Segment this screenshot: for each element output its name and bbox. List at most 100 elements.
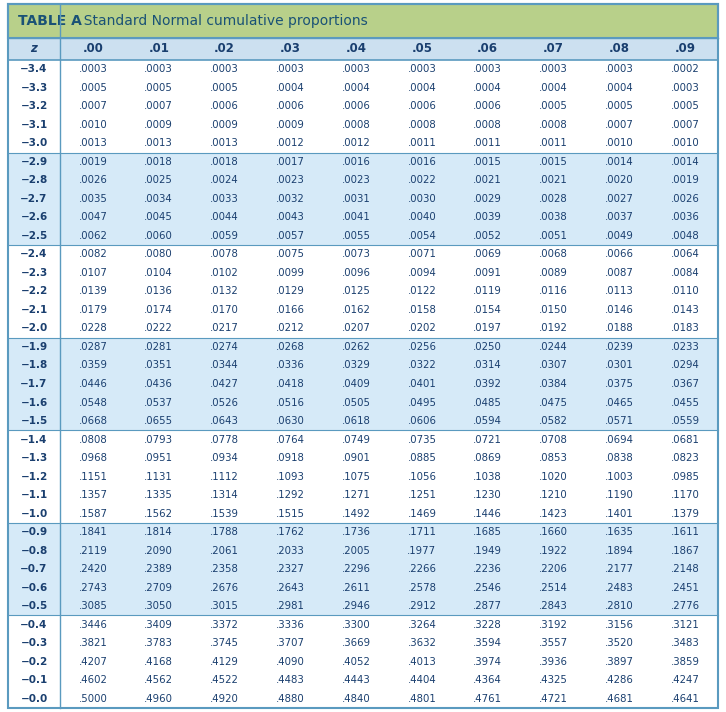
Text: .0007: .0007 [144,101,173,111]
Text: .02: .02 [214,43,235,56]
Text: .1587: .1587 [78,508,107,518]
Text: −0.5: −0.5 [20,601,48,611]
Text: .3483: .3483 [671,638,699,648]
Text: .2578: .2578 [407,582,436,592]
Bar [8,541,718,560]
Text: .0094: .0094 [407,268,436,278]
Text: .2514: .2514 [539,582,568,592]
Text: .0023: .0023 [342,175,370,185]
Text: .0003: .0003 [144,64,173,74]
Text: .0003: .0003 [78,64,107,74]
Bar [8,560,718,578]
Bar [8,412,718,430]
Text: .0485: .0485 [473,397,502,407]
Text: .0968: .0968 [78,453,107,463]
Text: .0047: .0047 [78,212,107,222]
Text: .0594: .0594 [473,416,502,426]
Text: .0793: .0793 [144,434,174,444]
Text: −0.2: −0.2 [20,656,48,666]
Text: .2546: .2546 [473,582,502,592]
Text: .0038: .0038 [539,212,568,222]
Text: .0244: .0244 [539,342,568,352]
Text: .0055: .0055 [342,231,370,241]
Text: .3409: .3409 [144,619,173,629]
Text: .1423: .1423 [539,508,568,518]
Text: .0465: .0465 [605,397,634,407]
Text: −1.9: −1.9 [20,342,48,352]
Text: .0183: .0183 [671,323,699,333]
Text: .3085: .3085 [78,601,107,611]
Text: .0217: .0217 [210,323,239,333]
Text: −1.8: −1.8 [20,360,48,370]
Text: −3.4: −3.4 [20,64,48,74]
Text: .2033: .2033 [276,545,305,555]
Text: .0721: .0721 [473,434,502,444]
Text: .0007: .0007 [78,101,107,111]
Text: .0174: .0174 [144,305,173,315]
Text: .0062: .0062 [78,231,107,241]
Text: .0262: .0262 [342,342,370,352]
Text: .3859: .3859 [671,656,700,666]
Text: .1271: .1271 [342,490,370,500]
Text: .0192: .0192 [539,323,568,333]
Text: .0359: .0359 [78,360,107,370]
Text: .0066: .0066 [605,249,634,259]
Text: −1.7: −1.7 [20,379,48,389]
Text: .0475: .0475 [539,397,568,407]
Text: .0010: .0010 [78,120,107,130]
Text: .0885: .0885 [407,453,436,463]
Text: .0301: .0301 [605,360,634,370]
Text: .0078: .0078 [210,249,239,259]
Text: .0071: .0071 [407,249,436,259]
Text: .0367: .0367 [671,379,700,389]
Text: .0005: .0005 [539,101,568,111]
Text: .1038: .1038 [473,471,502,481]
Text: .0006: .0006 [276,101,305,111]
Text: .0375: .0375 [605,379,634,389]
Text: .3228: .3228 [473,619,502,629]
Bar [8,115,718,134]
Text: .0197: .0197 [473,323,502,333]
Text: .0122: .0122 [407,286,436,296]
Text: .0018: .0018 [210,157,239,167]
Text: .4920: .4920 [210,693,239,703]
Text: .0188: .0188 [605,323,634,333]
Text: .1922: .1922 [539,545,568,555]
Text: .0250: .0250 [473,342,502,352]
Text: .0427: .0427 [210,379,239,389]
Text: Standard Normal cumulative proportions: Standard Normal cumulative proportions [75,14,368,28]
Text: .0008: .0008 [473,120,502,130]
Text: .1949: .1949 [473,545,502,555]
Text: .0043: .0043 [276,212,305,222]
Text: .3632: .3632 [407,638,436,648]
Text: .2061: .2061 [210,545,239,555]
Bar [8,504,718,523]
Text: .3783: .3783 [144,638,173,648]
Text: .0287: .0287 [78,342,107,352]
Text: .0951: .0951 [144,453,174,463]
Text: −1.1: −1.1 [20,490,48,500]
Text: .0003: .0003 [539,64,568,74]
Text: .0233: .0233 [671,342,699,352]
Text: .0016: .0016 [407,157,436,167]
Text: .0008: .0008 [342,120,370,130]
Text: .0051: .0051 [539,231,568,241]
Text: .0559: .0559 [671,416,700,426]
Bar [8,226,718,245]
Text: .0918: .0918 [276,453,305,463]
Text: .2709: .2709 [144,582,174,592]
Text: .0005: .0005 [78,83,107,93]
Text: −2.8: −2.8 [20,175,48,185]
Text: .1401: .1401 [605,508,634,518]
Text: .4880: .4880 [276,693,305,703]
Bar [8,430,718,449]
Text: .1151: .1151 [78,471,107,481]
Text: .0281: .0281 [144,342,173,352]
Text: .1814: .1814 [144,527,173,537]
Bar [8,689,718,708]
Bar [8,634,718,652]
Text: −3.0: −3.0 [20,138,48,148]
Text: .0322: .0322 [407,360,436,370]
Bar [8,282,718,300]
Text: .0307: .0307 [539,360,568,370]
